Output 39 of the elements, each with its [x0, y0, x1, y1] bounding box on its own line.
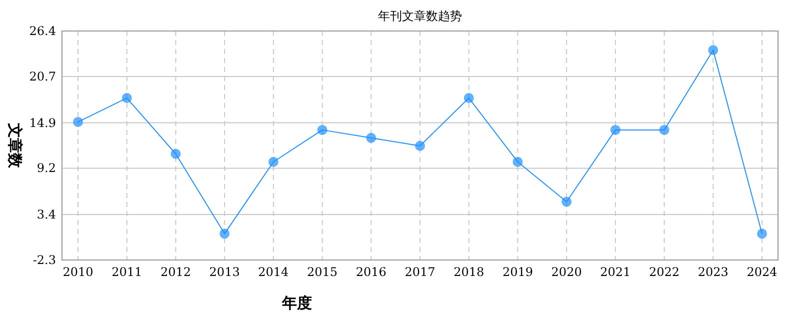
point	[562, 196, 572, 207]
y-tick-label: 20.7	[29, 69, 56, 84]
point	[268, 156, 278, 167]
point	[415, 140, 425, 151]
point	[220, 228, 230, 239]
point	[122, 93, 132, 104]
x-tick-label: 2017	[404, 265, 436, 279]
x-tick-label: 2018	[454, 265, 484, 279]
y-tick-label: 14.9	[29, 116, 56, 130]
x-tick-label: 2011	[112, 265, 142, 279]
x-tick-label: 2015	[307, 265, 338, 279]
x-tick-label: 2016	[356, 265, 386, 279]
x-tick-label: 2022	[649, 265, 680, 279]
x-tick-label: 2014	[258, 265, 290, 279]
x-tick-label: 2021	[600, 265, 631, 279]
point	[170, 148, 181, 159]
point	[708, 45, 718, 56]
x-tick-label: 2012	[160, 265, 191, 279]
x-tick-label: 2013	[209, 265, 240, 279]
point	[317, 124, 328, 135]
point	[366, 132, 376, 143]
y-tick-label: 26.4	[29, 24, 56, 38]
x-tick-label: 2024	[746, 265, 778, 279]
x-tick-label: 2010	[62, 265, 94, 279]
x-axis-title: 年度	[281, 294, 312, 312]
x-tick-label: 2020	[551, 265, 582, 279]
point	[757, 228, 767, 239]
y-axis-title: 文章数	[6, 122, 24, 169]
x-tick-label: 2023	[698, 265, 728, 279]
point	[610, 124, 620, 135]
point	[512, 156, 523, 167]
y-tick-label: 9.2	[36, 161, 56, 176]
y-tick-label: 3.4	[36, 208, 56, 222]
y-tick-label: -2.3	[32, 253, 56, 267]
point	[659, 124, 670, 135]
point	[464, 93, 474, 104]
chart-title: 年刊文章数趋势	[378, 9, 462, 23]
x-tick-label: 2019	[502, 265, 533, 279]
point	[73, 116, 83, 127]
